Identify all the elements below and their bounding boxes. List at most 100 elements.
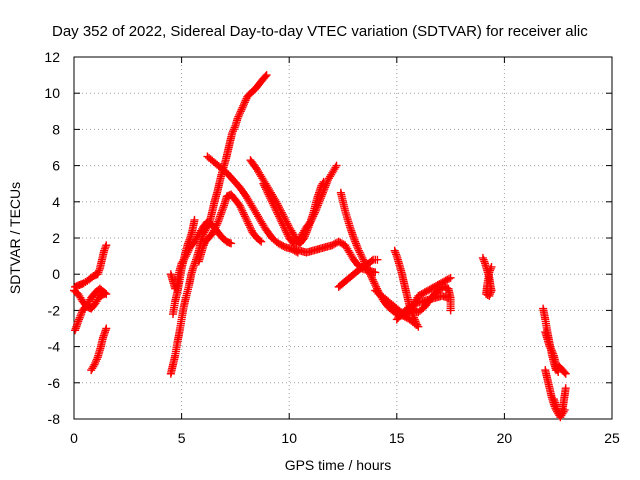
series-arc-s <box>478 253 496 300</box>
data-point <box>273 208 282 217</box>
data-point <box>237 105 246 114</box>
data-point <box>243 217 252 226</box>
y-tick-label: 12 <box>44 49 60 65</box>
data-point <box>557 409 566 418</box>
data-point <box>372 282 381 291</box>
chart-title: Day 352 of 2022, Sidereal Day-to-day VTE… <box>52 23 588 40</box>
data-point <box>101 243 110 252</box>
data-point <box>351 237 360 246</box>
data-point <box>274 212 283 221</box>
data-point <box>236 203 245 212</box>
data-point <box>318 188 327 197</box>
data-point <box>255 236 264 245</box>
data-point <box>267 197 276 206</box>
y-tick-label: -4 <box>48 339 61 355</box>
x-tick-label: 10 <box>281 430 297 446</box>
data-point <box>276 215 285 224</box>
data-point <box>313 203 322 212</box>
data-point <box>238 103 247 112</box>
data-point <box>102 241 111 250</box>
data-point <box>414 322 423 331</box>
data-point <box>279 221 288 230</box>
data-point <box>365 268 374 277</box>
data-point <box>546 344 555 353</box>
series-arc-b <box>70 286 109 313</box>
data-point <box>184 239 193 248</box>
data-point <box>76 311 85 320</box>
data-point <box>261 183 270 192</box>
data-point <box>239 101 248 110</box>
data-point <box>313 201 322 210</box>
data-point <box>557 407 566 416</box>
data-point <box>75 313 84 322</box>
data-point <box>561 369 570 378</box>
data-point <box>487 262 496 271</box>
data-point <box>280 223 289 232</box>
data-point <box>93 270 102 279</box>
data-point <box>316 195 325 204</box>
data-point <box>485 268 494 277</box>
data-point <box>234 112 243 121</box>
data-point <box>230 123 239 132</box>
data-point <box>311 208 320 217</box>
y-tick-label: -2 <box>48 302 61 318</box>
data-point <box>278 219 287 228</box>
data-point <box>213 219 222 228</box>
x-tick-label: 25 <box>604 430 620 446</box>
data-point <box>184 237 193 246</box>
data-point <box>373 255 382 264</box>
data-point <box>323 177 332 186</box>
data-point <box>210 224 219 233</box>
data-point <box>259 179 268 188</box>
data-point <box>190 215 199 224</box>
data-point <box>90 360 99 369</box>
data-point <box>238 206 247 215</box>
data-point <box>280 224 289 233</box>
data-point <box>246 223 255 232</box>
data-point <box>102 324 111 333</box>
series-arc-u <box>541 328 563 376</box>
data-point <box>486 266 495 275</box>
data-point <box>354 246 363 255</box>
data-point <box>270 203 279 212</box>
data-point <box>307 215 316 224</box>
data-point <box>556 411 565 420</box>
data-point <box>547 346 556 355</box>
data-point <box>321 181 330 190</box>
data-point <box>199 241 208 250</box>
data-point <box>554 367 563 376</box>
data-point <box>367 256 376 265</box>
data-point <box>366 270 375 279</box>
data-point <box>264 190 273 199</box>
data-point <box>368 275 377 284</box>
series-arc-w <box>549 384 570 420</box>
data-point <box>262 71 271 80</box>
data-point <box>269 201 278 210</box>
y-tick-label: 8 <box>52 121 60 137</box>
data-point <box>235 110 244 119</box>
data-point <box>74 317 83 326</box>
data-point <box>354 244 363 253</box>
data-point <box>265 192 274 201</box>
data-point <box>260 181 269 190</box>
data-point <box>272 206 281 215</box>
data-point <box>548 348 557 357</box>
data-point <box>94 268 103 277</box>
data-point <box>89 362 98 371</box>
data-point <box>235 201 244 210</box>
data-point <box>310 210 319 219</box>
data-point <box>364 266 373 275</box>
data-point <box>277 217 286 226</box>
data-point <box>92 355 101 364</box>
data-point <box>228 127 237 136</box>
data-point <box>315 197 324 206</box>
data-point <box>446 273 455 282</box>
data-point <box>91 358 100 367</box>
data-point <box>228 129 237 138</box>
y-tick-label: 0 <box>52 266 60 282</box>
data-point <box>199 243 208 252</box>
y-tick-label: 2 <box>52 230 60 246</box>
data-point <box>211 223 220 232</box>
data-point <box>261 185 270 194</box>
